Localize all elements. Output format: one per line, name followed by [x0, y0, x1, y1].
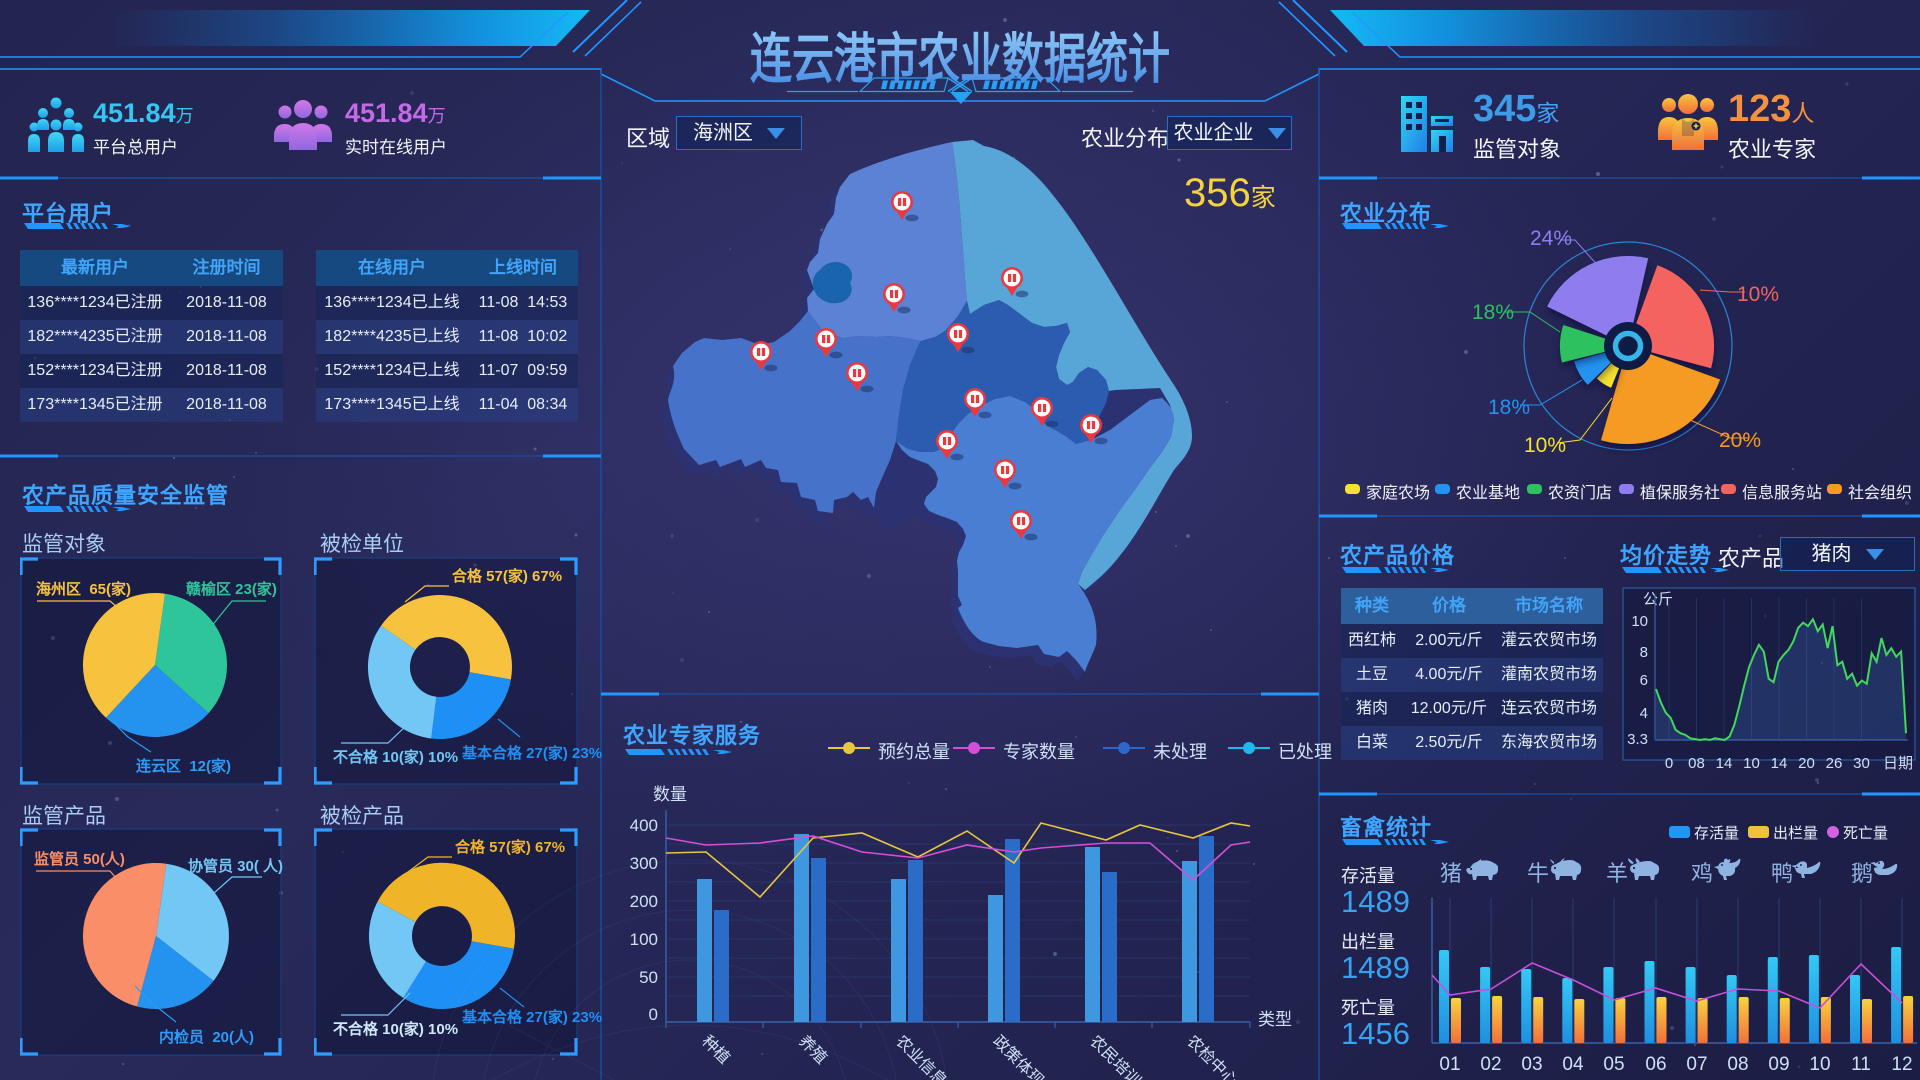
svg-text:07: 07 [1686, 1054, 1707, 1075]
svg-text:09: 09 [1768, 1054, 1789, 1075]
svg-text:14: 14 [1771, 755, 1788, 772]
svg-text:14: 14 [1716, 755, 1733, 772]
svg-text:3.3: 3.3 [1627, 731, 1648, 748]
svg-text:30: 30 [1853, 755, 1870, 772]
svg-text:10: 10 [1809, 1054, 1830, 1075]
svg-text:26: 26 [1826, 755, 1843, 772]
svg-text:12: 12 [1891, 1054, 1912, 1075]
svg-text:4: 4 [1640, 705, 1648, 722]
svg-text:11: 11 [1851, 1054, 1871, 1075]
svg-text:08: 08 [1727, 1054, 1748, 1075]
svg-text:200: 200 [630, 892, 658, 911]
svg-text:08: 08 [1688, 755, 1705, 772]
svg-text:6: 6 [1640, 672, 1648, 689]
svg-text:02: 02 [1480, 1054, 1501, 1075]
svg-text:100: 100 [630, 930, 658, 949]
svg-text:05: 05 [1603, 1054, 1624, 1075]
svg-text:06: 06 [1645, 1054, 1666, 1075]
svg-text:10: 10 [1743, 755, 1760, 772]
svg-text:0: 0 [1665, 755, 1673, 772]
svg-text:01: 01 [1439, 1054, 1460, 1075]
svg-text:20: 20 [1798, 755, 1815, 772]
svg-text:300: 300 [630, 854, 658, 873]
svg-text:10: 10 [1631, 613, 1648, 630]
svg-text:0: 0 [649, 1005, 658, 1024]
svg-text:公斤: 公斤 [1643, 591, 1673, 608]
svg-text:03: 03 [1521, 1054, 1542, 1075]
svg-text:8: 8 [1640, 644, 1648, 661]
svg-text:04: 04 [1562, 1054, 1584, 1075]
svg-text:50: 50 [639, 968, 658, 987]
svg-text:日期: 日期 [1883, 755, 1913, 772]
svg-text:400: 400 [630, 816, 658, 835]
